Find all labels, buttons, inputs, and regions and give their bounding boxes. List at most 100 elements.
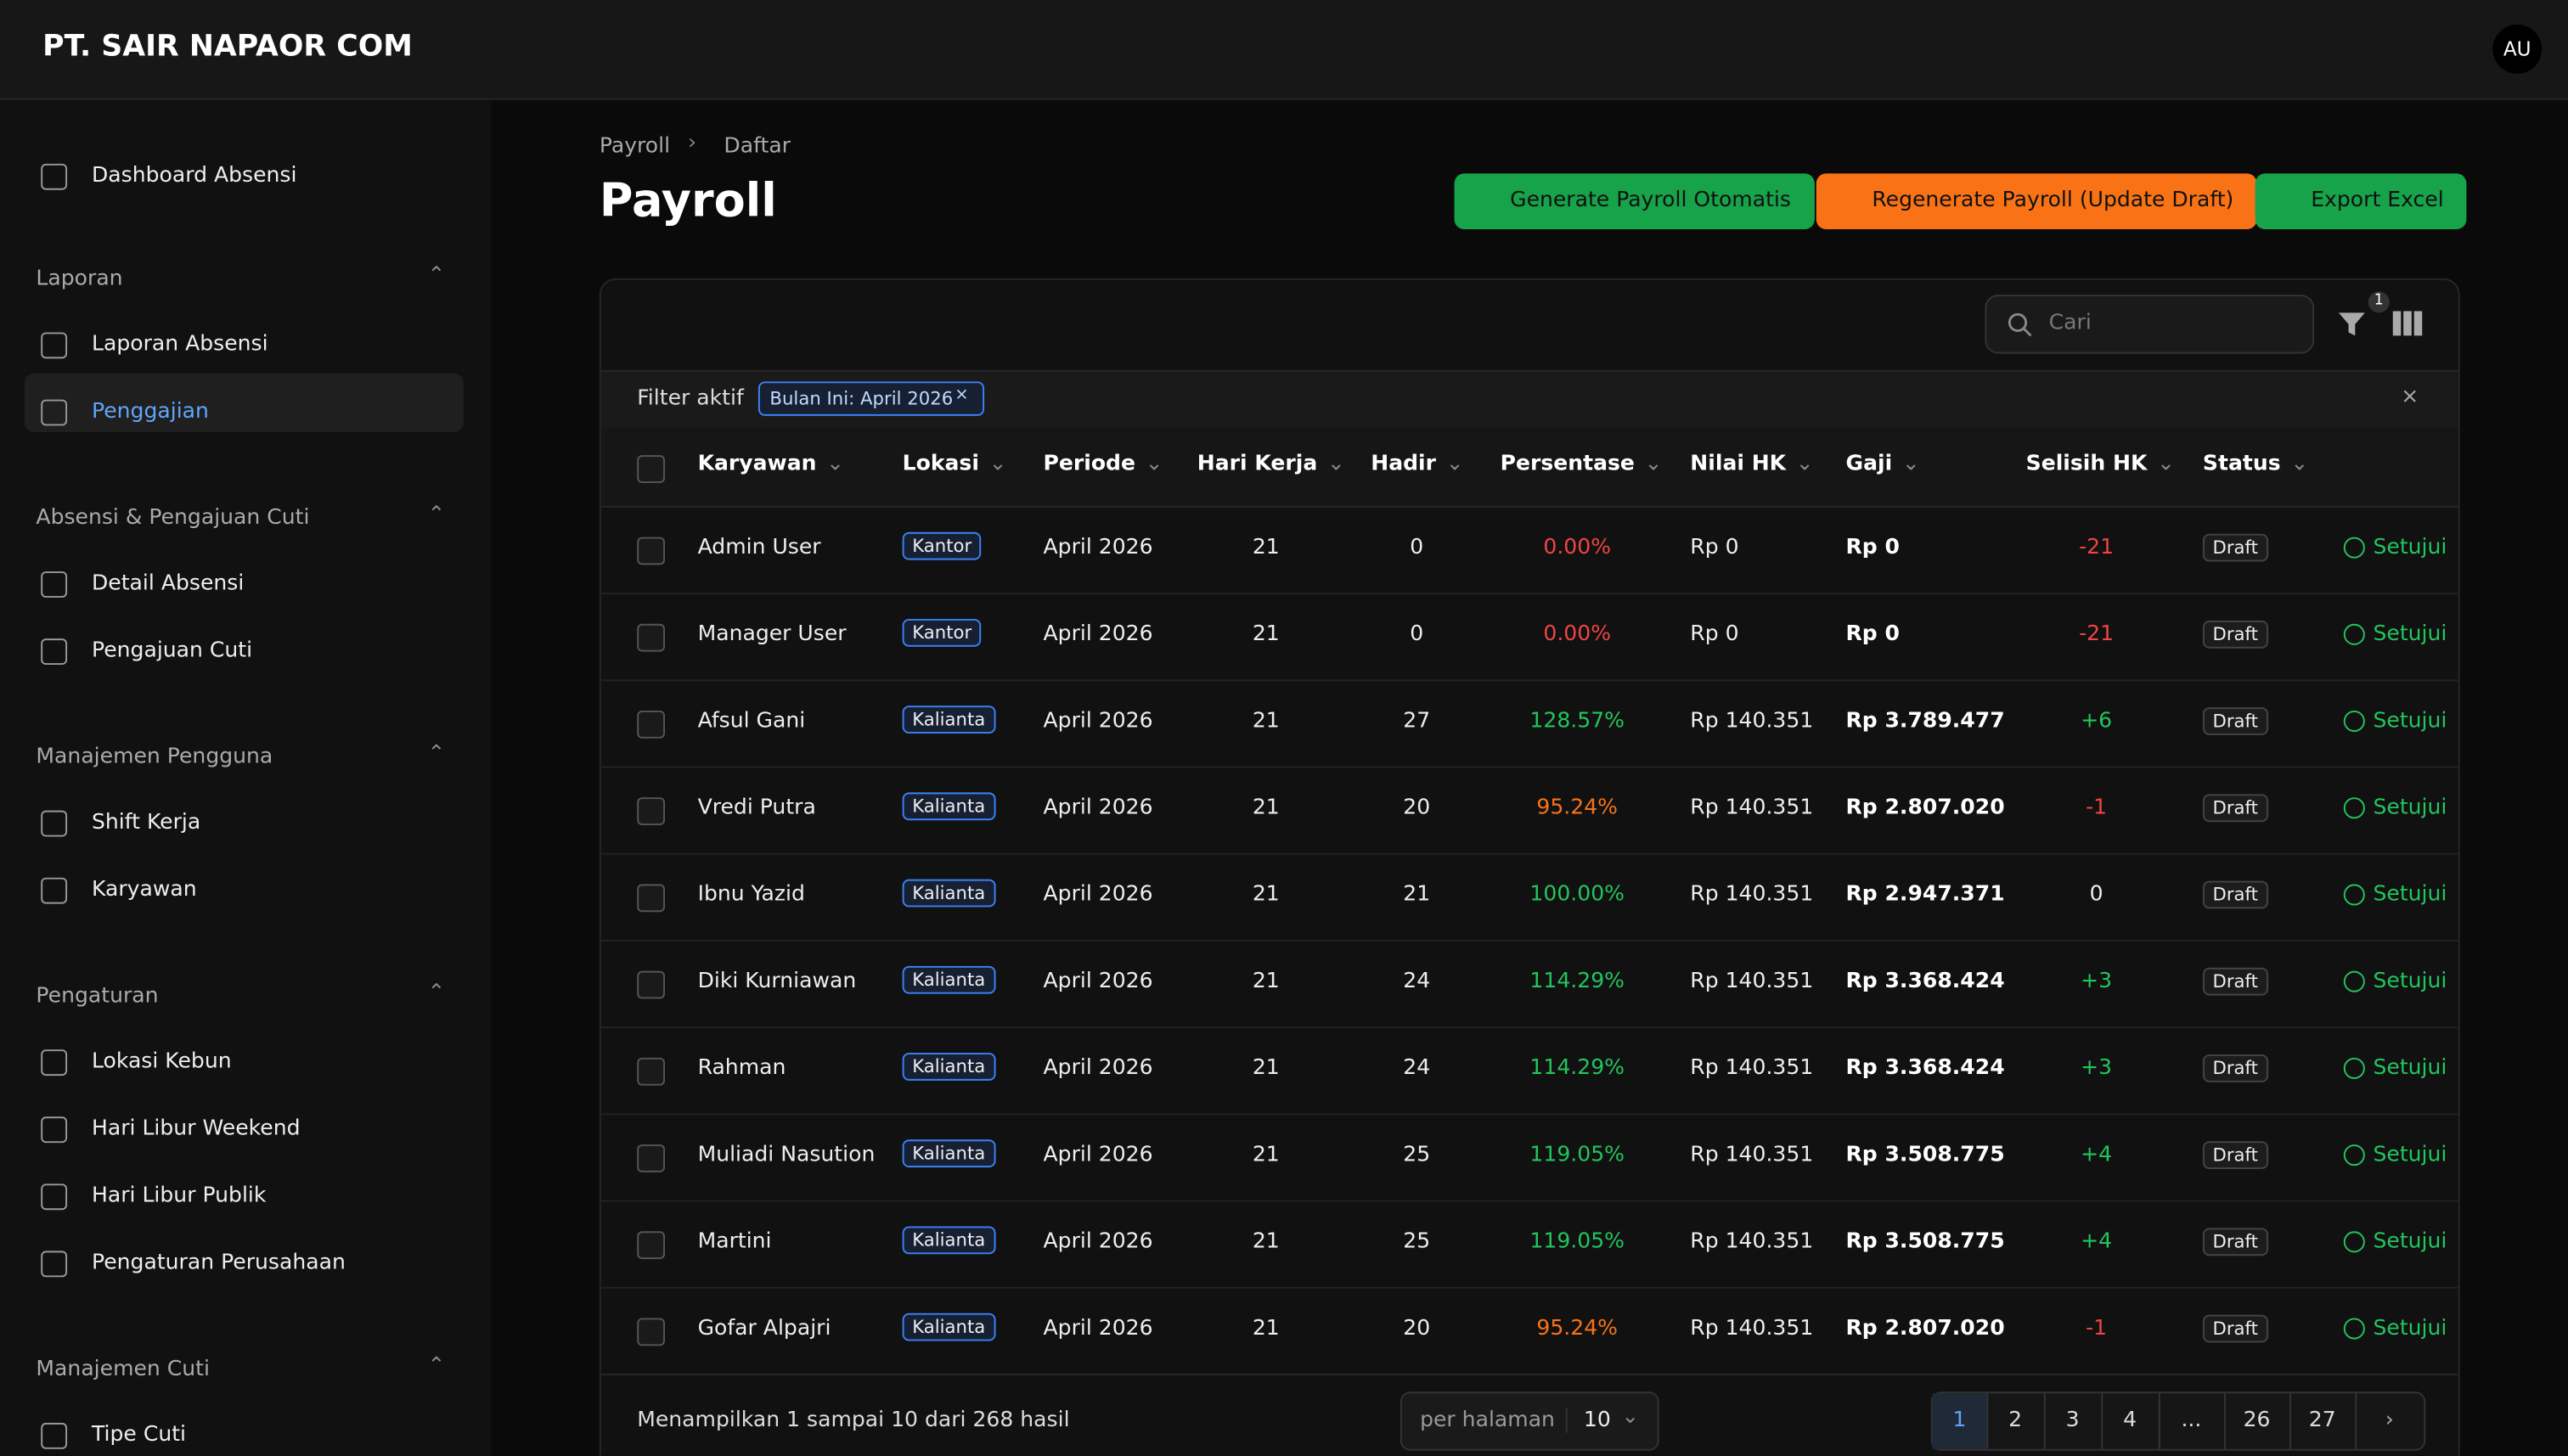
approve-button[interactable]: Setujui	[2343, 970, 2447, 994]
checkbox[interactable]	[637, 623, 665, 652]
breadcrumb[interactable]: Daftar	[724, 134, 791, 160]
breadcrumb[interactable]: Payroll	[599, 134, 671, 160]
nav-group-title[interactable]: Laporan	[36, 267, 123, 292]
checkbox[interactable]	[637, 1057, 665, 1086]
nav-icon	[41, 571, 68, 598]
checkbox[interactable]	[637, 884, 665, 913]
export-button[interactable]: Export Excel	[2255, 173, 2467, 229]
work-days: 21	[1252, 795, 1280, 821]
page-button[interactable]: 2	[1986, 1393, 2046, 1449]
location: Kalianta	[902, 1313, 995, 1341]
nav-group-title[interactable]: Pengaturan	[36, 984, 159, 1009]
regenerate-button[interactable]: Regenerate Payroll (Update Draft)	[1816, 173, 2257, 229]
avatar[interactable]: AU	[2492, 24, 2543, 74]
status: Draft	[2202, 880, 2268, 909]
nav-group-title[interactable]: Absensi & Pengajuan Cuti	[36, 505, 310, 531]
approve-button[interactable]: Setujui	[2343, 536, 2447, 560]
nav-item[interactable]: Laporan Absensi	[91, 332, 268, 357]
table-row: Vredi Putra Kalianta April 2026 21 20 95.24% R…	[600, 767, 2458, 855]
daily-rate: Rp 0	[1690, 621, 1739, 647]
per-page[interactable]: per halaman 10 ⌄	[1399, 1391, 1659, 1451]
approve-button[interactable]: Setujui	[2343, 882, 2447, 907]
page-button[interactable]: 1	[1932, 1393, 1989, 1449]
nav-item[interactable]: Hari Libur Weekend	[91, 1116, 301, 1142]
column-header[interactable]: Persentase ⌄	[1500, 452, 1663, 477]
nav-item[interactable]: Detail Absensi	[91, 571, 245, 596]
approve-button[interactable]: Setujui	[2343, 709, 2447, 734]
status: Draft	[2202, 620, 2268, 649]
nav-icon	[41, 1183, 68, 1211]
generate-button[interactable]: Generate Payroll Otomatis	[1454, 173, 1814, 229]
approve-button[interactable]: Setujui	[2343, 795, 2447, 820]
checkbox[interactable]	[637, 1144, 665, 1172]
approve-button[interactable]: Setujui	[2343, 622, 2447, 647]
percentage: 128.57%	[1529, 709, 1625, 734]
present: 21	[1403, 882, 1431, 908]
column-header[interactable]: Lokasi ⌄	[902, 452, 1007, 477]
nav-item[interactable]: Hari Libur Publik	[91, 1183, 267, 1209]
nav-item[interactable]: Lokasi Kebun	[91, 1049, 232, 1075]
nav-item[interactable]: Pengajuan Cuti	[91, 638, 253, 664]
period: April 2026	[1043, 535, 1153, 560]
column-header[interactable]: Periode ⌄	[1043, 452, 1163, 477]
hk-diff: +4	[2081, 1143, 2113, 1168]
chip-remove[interactable]: ×	[955, 386, 969, 405]
percentage: 119.05%	[1529, 1229, 1625, 1255]
page-button[interactable]: 4	[2101, 1393, 2160, 1449]
nav-group-title[interactable]: Manajemen Cuti	[36, 1357, 210, 1382]
filter-icon[interactable]	[2337, 309, 2367, 339]
present: 20	[1403, 1316, 1431, 1341]
name: Afsul Gani	[697, 709, 806, 734]
approve-button[interactable]: Setujui	[2343, 1229, 2447, 1254]
table-card: Cari 1 Filter aktif Bulan Ini: April 202…	[599, 278, 2460, 1456]
checkbox[interactable]	[637, 537, 665, 565]
nav-active-bg	[24, 373, 464, 433]
nav-item[interactable]: Dashboard Absensi	[91, 163, 297, 188]
nav-group-title[interactable]: Manajemen Pengguna	[36, 745, 273, 770]
page-button[interactable]: 3	[2044, 1393, 2103, 1449]
percentage: 119.05%	[1529, 1143, 1625, 1168]
approve-button[interactable]: Setujui	[2343, 1143, 2447, 1167]
location: Kantor	[902, 618, 982, 647]
checkbox[interactable]	[637, 797, 665, 825]
period: April 2026	[1043, 1055, 1153, 1081]
approve-button[interactable]: Setujui	[2343, 1317, 2447, 1341]
checkbox[interactable]	[637, 710, 665, 739]
checkbox[interactable]	[637, 1318, 665, 1346]
checkbox[interactable]	[637, 970, 665, 999]
filter-chip[interactable]: Bulan Ini: April 2026	[757, 381, 984, 416]
table-row: Martini Kalianta April 2026 21 25 119.05% Rp 1…	[600, 1200, 2458, 1289]
column-header[interactable]: Gaji ⌄	[1845, 452, 1920, 477]
checkbox[interactable]	[637, 1231, 665, 1260]
column-header[interactable]: Selisih HK ⌄	[2025, 452, 2176, 477]
location: Kalianta	[902, 1053, 995, 1081]
hk-diff: +3	[2081, 1055, 2113, 1081]
columns-icon[interactable]	[2392, 311, 2423, 337]
table-row: Afsul Gani Kalianta April 2026 21 27 128.57% R…	[600, 679, 2458, 768]
page-button[interactable]: 27	[2289, 1393, 2357, 1449]
column-header[interactable]: Hadir ⌄	[1371, 452, 1464, 477]
brand: PT. SAIR NAPAOR COM	[42, 29, 413, 65]
nav-collapse: ⌃	[427, 1353, 446, 1379]
clear-filters[interactable]: ×	[2401, 385, 2419, 410]
search-box[interactable]: Cari	[1985, 295, 2315, 354]
nav-item[interactable]: Shift Kerja	[91, 810, 201, 835]
next-page[interactable]: ›	[2385, 1408, 2394, 1433]
column-header[interactable]: Nilai HK ⌄	[1690, 452, 1814, 477]
page-button[interactable]: 26	[2224, 1393, 2292, 1449]
page-button[interactable]: ...	[2159, 1393, 2226, 1449]
nav-collapse: ⌃	[427, 741, 446, 767]
column-header[interactable]: Status ⌄	[2202, 452, 2309, 477]
nav-item[interactable]: Karyawan	[91, 877, 197, 902]
column-header[interactable]: Karyawan ⌄	[697, 452, 845, 477]
daily-rate: Rp 140.351	[1690, 1143, 1814, 1168]
sidebar: Dashboard Absensi Laporan ⌃ Laporan Absensi…	[0, 99, 492, 1456]
approve-button[interactable]: Setujui	[2343, 1056, 2447, 1081]
location: Kalianta	[902, 965, 995, 994]
nav-item[interactable]: Penggajian	[91, 399, 209, 424]
nav-item[interactable]: Pengaturan Perusahaan	[91, 1251, 346, 1276]
present: 24	[1403, 969, 1431, 994]
checkbox[interactable]	[637, 455, 665, 483]
column-header[interactable]: Hari Kerja ⌄	[1197, 452, 1345, 477]
nav-item[interactable]: Tipe Cuti	[91, 1422, 187, 1448]
